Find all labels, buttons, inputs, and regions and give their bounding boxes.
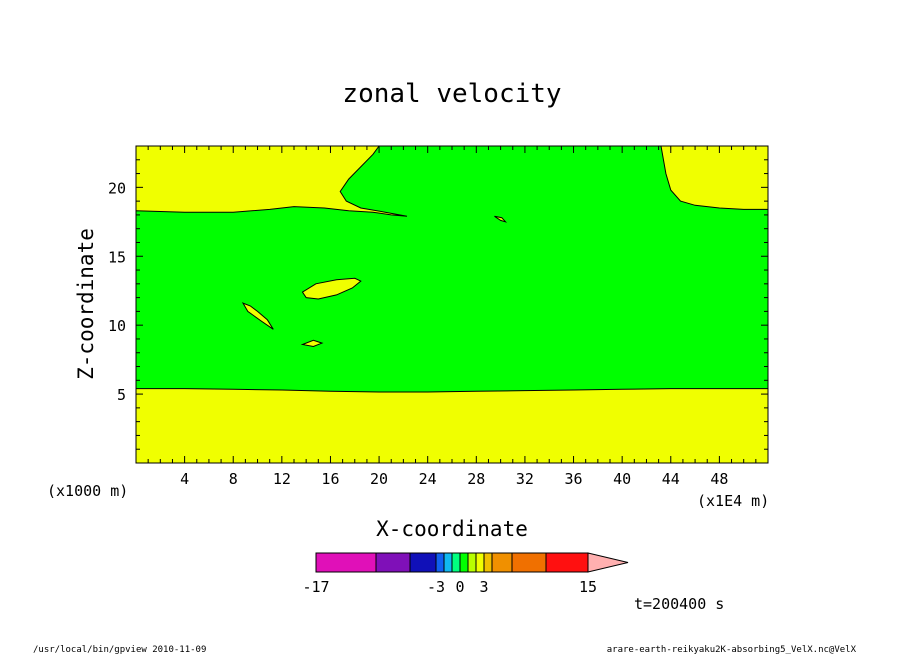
x-tick-label: 20 <box>370 470 388 488</box>
contour-island-4 <box>494 215 508 223</box>
x-unit-left: (x1000 m) <box>47 482 128 500</box>
time-label: t=200400 s <box>634 595 724 613</box>
footer-right: arare-earth-reikyaku2K-absorbing5_VelX.n… <box>607 645 857 654</box>
x-tick-label: 36 <box>565 470 583 488</box>
region-main <box>135 145 769 393</box>
chart-title: zonal velocity <box>342 79 561 109</box>
contour-island-1 <box>301 277 362 300</box>
x-tick-label: 28 <box>467 470 485 488</box>
footer-left: /usr/local/bin/gpview 2010-11-09 <box>33 645 206 654</box>
colorbar-segment <box>315 552 377 573</box>
colorbar-segment <box>409 552 437 573</box>
y-tick-label: 15 <box>108 248 126 266</box>
colorbar-segment <box>475 552 485 573</box>
y-tick-label: 20 <box>108 179 126 197</box>
colorbar-segment <box>511 552 547 573</box>
colorbar-label: -3 <box>427 578 445 596</box>
x-axis-label: X-coordinate <box>376 517 528 541</box>
colorbar-label: -17 <box>302 578 329 596</box>
x-unit-right: (x1E4 m) <box>697 492 769 510</box>
colorbar-segment <box>459 552 469 573</box>
colorbar-segment <box>483 552 493 573</box>
x-tick-label: 12 <box>273 470 291 488</box>
colorbar-segment <box>435 552 445 573</box>
x-tick-label: 4 <box>180 470 189 488</box>
contour-island-2 <box>241 302 274 330</box>
x-tick-label: 48 <box>710 470 728 488</box>
x-tick-label: 16 <box>321 470 339 488</box>
colorbar-segment <box>375 552 411 573</box>
y-tick-label: 5 <box>117 386 126 404</box>
colorbar-segment <box>443 552 453 573</box>
x-tick-label: 8 <box>229 470 238 488</box>
colorbar-segment <box>545 552 589 573</box>
colorbar-label: 15 <box>579 578 597 596</box>
x-tick-label: 24 <box>419 470 437 488</box>
colorbar-label: 3 <box>479 578 488 596</box>
colorbar-segment <box>491 552 513 573</box>
x-tick-label: 40 <box>613 470 631 488</box>
colorbar: -17 -3 0 3 15 <box>302 552 629 596</box>
colorbar-segment <box>451 552 461 573</box>
x-tick-label: 44 <box>662 470 680 488</box>
colorbar-label: 0 <box>455 578 464 596</box>
colorbar-segment <box>467 552 477 573</box>
x-tick-label: 32 <box>516 470 534 488</box>
contour-island-3 <box>300 339 324 348</box>
colorbar-arrow <box>587 552 629 573</box>
y-axis-label: Z-coordinate <box>74 228 98 380</box>
y-tick-label: 10 <box>108 317 126 335</box>
